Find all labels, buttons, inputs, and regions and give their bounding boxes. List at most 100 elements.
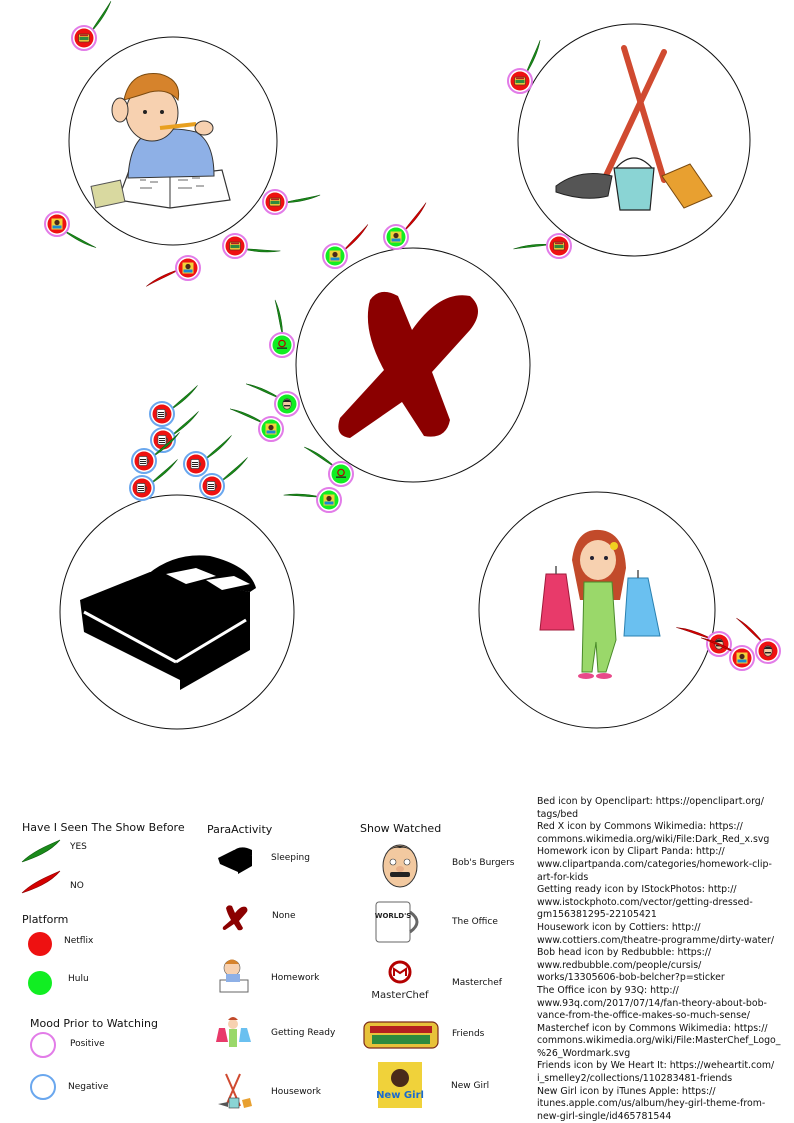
yes-leaf [229,408,265,424]
credit-masterchef: Masterchef icon by Commons Wikimedia: ht… [537,1022,781,1059]
green-leaf-icon [21,839,61,863]
no-leaf [146,269,180,287]
mood-negative-label: Negative [68,1082,109,1092]
yes-leaf [151,432,180,458]
hulu-platform-dot [272,335,292,355]
blue-ring-icon [30,1074,56,1100]
the-office-show-icon [157,435,169,445]
session-glyph-none-new-girl [322,224,369,269]
the-office-show-icon [190,459,202,469]
credit-housework: Housework icon by Cottiers: http:// www.… [537,921,775,946]
credit-getting-ready: Getting ready icon by IStockPhotos: http… [537,884,753,921]
credit-friends: Friends icon by We Heart It: https://weh… [537,1060,775,1085]
housework-icon [555,45,713,211]
hulu-platform-dot [331,464,351,484]
yes-leaf [149,459,178,485]
session-glyph-housework-friends [513,233,572,259]
yes-leaf [242,248,281,253]
session-glyph-homework-new-girl [146,255,201,287]
office-mug-icon: WORLD'S [375,901,419,943]
session-glyph-getting-ready-bobs-burgers [736,617,781,664]
legend-housework-icon [218,1073,252,1109]
session-glyph-sleeping-the-office [149,385,198,427]
bed-icon [80,555,256,690]
credit-red-x: Red X icon by Commons Wikimedia: https:/… [537,821,770,845]
friends-show-icon [269,197,281,207]
masterchef-logo-icon: MasterChef [371,960,429,1001]
show-bobs-burgers-label: Bob's Burgers [452,858,515,868]
session-glyph-none-new-girl [283,487,342,513]
mug-text: WORLD'S [375,912,412,920]
mood-legend-title: Mood Prior to Watching [30,1017,158,1030]
the-office-show-icon [138,456,150,466]
seen-yes-label: YES [70,842,87,852]
activity-getting-ready-label: Getting Ready [271,1028,336,1038]
yes-leaf [169,385,198,411]
credit-bob-head: Bob head icon by Redbubble: https:// www… [537,947,725,984]
session-glyph-none-bobs-burgers [245,383,300,417]
yes-leaf [525,39,541,75]
red-x-icon [338,291,478,438]
homework-icon [90,73,231,209]
new-girl-show-icon [51,218,63,230]
session-glyph-homework-friends [71,1,112,51]
mood-positive-label: Positive [70,1039,105,1049]
no-leaf [342,224,369,253]
session-glyph-sleeping-the-office [183,435,232,477]
session-glyph-homework-new-girl [44,211,97,248]
session-glyph-none-masterchef [269,299,295,358]
session-glyph-housework-friends [507,39,541,94]
seen-legend-title: Have I Seen The Show Before [22,821,185,834]
bob-head-icon [382,844,418,888]
activity-homework-label: Homework [271,973,320,983]
new-girl-show-icon [323,494,335,506]
sleeping-circle [59,494,295,730]
the-office-show-icon [156,409,168,419]
friends-show-icon [553,241,565,251]
session-glyph-sleeping-the-office [129,459,178,501]
none-circle [295,247,531,483]
yes-leaf [90,1,112,33]
show-new-girl-label: New Girl [451,1081,490,1091]
getting-ready-circle [478,491,716,729]
friends-logo-icon [363,1021,439,1049]
bobs-burgers-show-icon [282,398,292,410]
yes-leaf [513,243,551,250]
show-friends-label: Friends [452,1029,485,1039]
green-dot-icon [28,971,52,995]
new-girl-show-icon [182,262,194,274]
seen-no-label: NO [70,881,84,891]
activity-none-label: None [272,911,296,921]
activity-legend-title: ParaActivity [207,823,273,836]
new-girl-show-icon [736,652,748,664]
new-girl-show-icon [265,423,277,435]
session-glyph-homework-friends [262,189,321,215]
legend-graphics: WORLD'S MasterChef New Girl [21,839,439,1109]
session-glyph-getting-ready-new-girl [700,637,755,671]
no-leaf [700,637,736,653]
session-glyph-none-masterchef [304,446,354,487]
session-glyphs [44,1,781,671]
platform-legend-title: Platform [22,913,69,926]
red-leaf-icon [21,870,61,894]
red-dot-icon [28,932,52,956]
masterchef-wordmark: MasterChef [371,990,429,1001]
new-girl-show-icon [329,250,341,262]
legend-bed-icon [218,847,252,874]
icon-credits: Bed icon by Openclipart: https://opencli… [537,796,785,1123]
session-glyph-none-new-girl [383,202,427,250]
show-legend-title: Show Watched [360,822,442,835]
legend-red-x-icon [222,905,248,931]
pink-ring-icon [30,1032,56,1058]
credit-homework: Homework icon by Clipart Panda: http:// … [537,846,772,883]
yes-leaf [219,457,248,483]
legend-getting-ready-icon [216,1017,251,1047]
yes-leaf [170,411,199,437]
session-glyph-none-new-girl [229,408,284,442]
credit-bed: Bed icon by Openclipart: https://opencli… [537,796,764,820]
session-glyph-sleeping-the-office [131,432,180,474]
the-office-show-icon [136,483,148,493]
platform-netflix-label: Netflix [64,936,94,946]
no-leaf [402,202,427,233]
